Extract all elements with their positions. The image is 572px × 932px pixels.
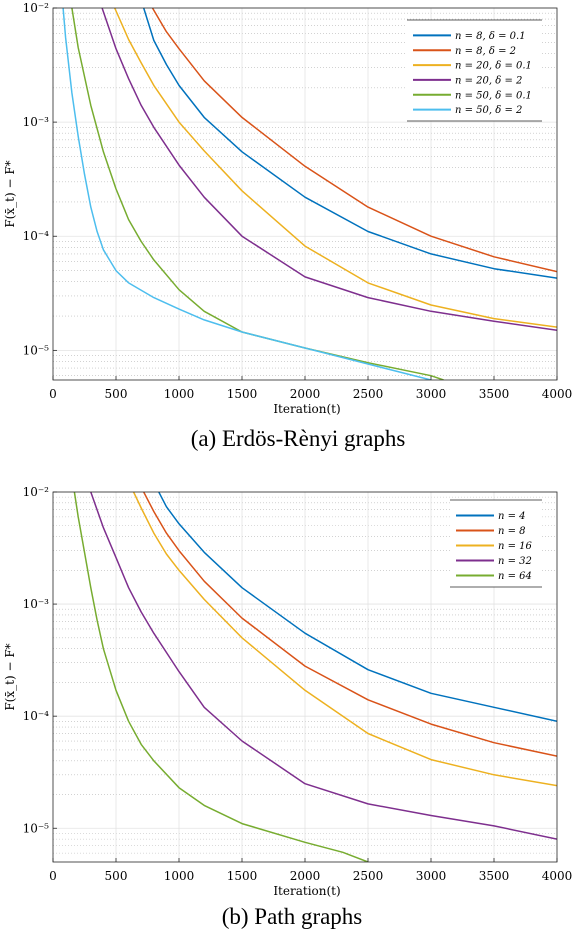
legend-label-4: n = 32 (498, 556, 532, 567)
legend-label-6: n = 50, δ = 2 (455, 105, 522, 116)
series-line-5 (73, 492, 369, 862)
x-axis-label: Iteration(t) (273, 402, 340, 416)
y-axis-label: F(x̄_t) − F* (3, 160, 17, 227)
legend-label-2: n = 8, δ = 2 (455, 46, 516, 57)
major-grid (53, 7, 557, 380)
series-line-2 (143, 492, 557, 757)
x-tick-label: 3000 (416, 387, 447, 401)
x-tick-label: 3000 (416, 869, 447, 883)
x-tick-label: 500 (105, 387, 128, 401)
x-tick-label: 2500 (353, 387, 384, 401)
x-tick-label: 1000 (164, 869, 195, 883)
legend-background (407, 20, 542, 121)
x-tick-label: 2000 (290, 869, 321, 883)
legend-label-4: n = 20, δ = 2 (455, 75, 522, 86)
caption-b: (b) Path graphs (222, 904, 363, 929)
y-tick-label: 10⁻⁵ (23, 821, 50, 835)
x-tick-label: 2000 (290, 387, 321, 401)
x-tick-label: 1500 (227, 869, 258, 883)
x-tick-label: 1500 (227, 387, 258, 401)
y-axis-label: F(x̄_t) − F* (3, 643, 17, 710)
legend-label-3: n = 16 (498, 541, 533, 552)
legend-label-5: n = 64 (498, 571, 532, 582)
y-tick-label: 10⁻² (23, 485, 50, 499)
y-tick-label: 10⁻² (23, 1, 50, 15)
y-tick-label: 10⁻⁵ (23, 343, 50, 357)
x-axis-label: Iteration(t) (273, 884, 340, 898)
chart-b: 0 500 1000 1500 2000 2500 3000 3500 4000 10⁻² 10⁻³… (3, 485, 572, 898)
y-tick-label: 10⁻³ (23, 115, 50, 129)
legend-label-2: n = 8 (498, 526, 526, 537)
series-line-6 (62, 8, 432, 380)
x-tick-label: 0 (49, 869, 57, 883)
x-tick-label: 4000 (542, 387, 572, 401)
x-tick-label: 1000 (164, 387, 195, 401)
series-line-1 (142, 8, 557, 279)
y-tick-label: 10⁻⁴ (23, 229, 50, 243)
legend: n = 4 n = 8 n = 16 n = 32 n = 64 (450, 499, 542, 588)
legend-label-1: n = 4 (498, 511, 526, 522)
legend-label-1: n = 8, δ = 0.1 (455, 31, 526, 42)
chart-a: 0 500 1000 1500 2000 2500 3000 3500 4000 10⁻² 10⁻³… (3, 1, 572, 416)
series-line-4 (101, 8, 557, 332)
legend-label-5: n = 50, δ = 0.1 (455, 90, 532, 101)
legend-label-3: n = 20, δ = 0.1 (455, 61, 532, 72)
series-line-1 (158, 492, 557, 723)
x-tick-label: 2500 (353, 869, 384, 883)
legend: n = 8, δ = 0.1 n = 8, δ = 2 n = 20, δ = 0.… (407, 19, 542, 122)
series-line-3 (132, 492, 557, 787)
series-group (73, 492, 557, 862)
x-tick-label: 3500 (479, 869, 510, 883)
series-line-4 (90, 492, 557, 840)
y-tick-label: 10⁻⁴ (23, 709, 50, 723)
series-line-3 (114, 8, 557, 328)
caption-a: (a) Erdös-Rènyi graphs (191, 426, 406, 451)
x-tick-label: 3500 (479, 387, 510, 401)
series-line-2 (151, 8, 557, 273)
series-group (62, 8, 557, 380)
x-tick-label: 500 (105, 869, 128, 883)
x-tick-label: 4000 (542, 869, 572, 883)
y-tick-label: 10⁻³ (23, 597, 50, 611)
series-line-5 (71, 8, 444, 380)
x-tick-label: 0 (49, 387, 57, 401)
